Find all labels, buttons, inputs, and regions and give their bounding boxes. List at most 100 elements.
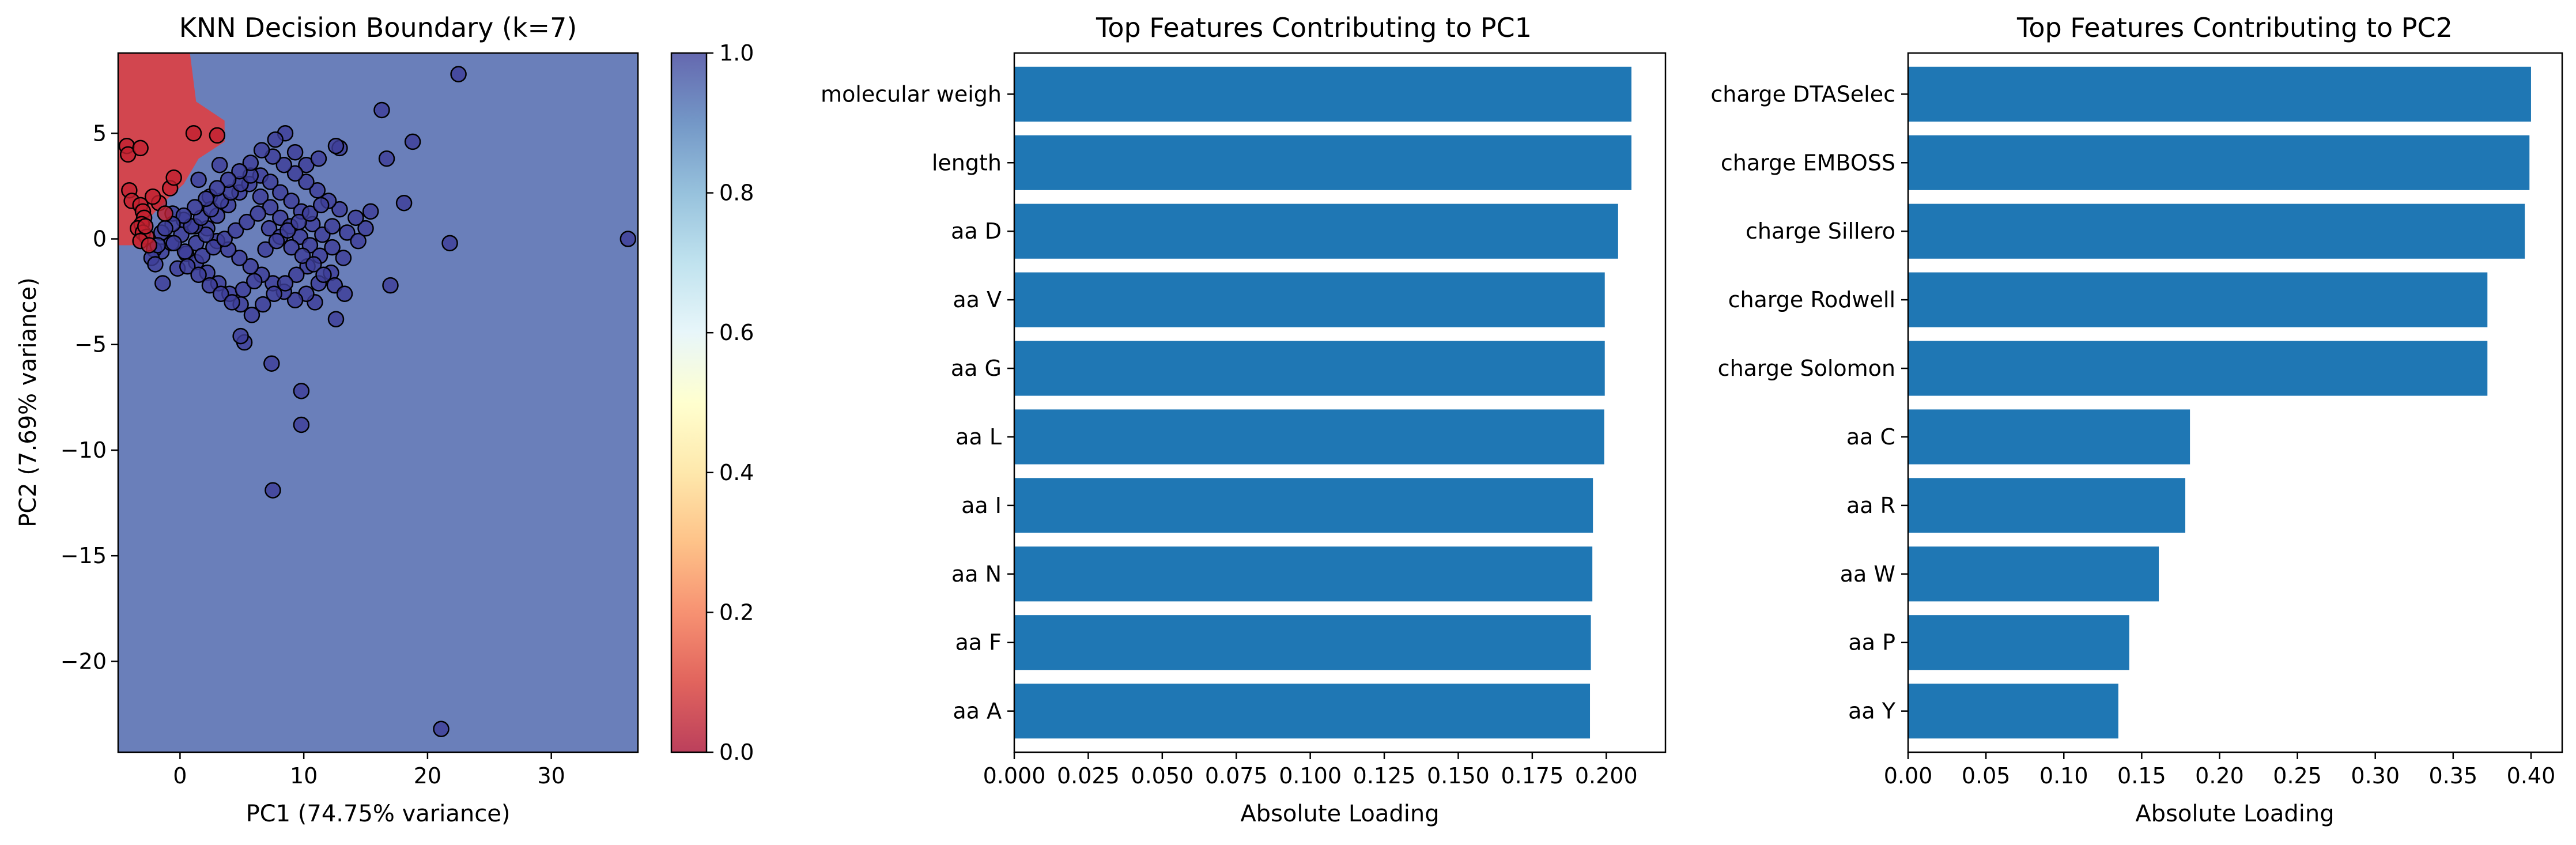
scatter-point-class-1 xyxy=(277,275,294,292)
scatter-point-class-1 xyxy=(179,258,196,275)
category-label: charge Solomon xyxy=(1718,356,1895,381)
category-label: charge Sillero xyxy=(1746,218,1895,244)
x-tick-label: 0.000 xyxy=(983,763,1046,789)
scatter-point-class-1 xyxy=(350,232,367,250)
scatter-point-class-1 xyxy=(357,220,374,237)
scatter-point-class-1 xyxy=(433,720,450,737)
scatter-point-class-1 xyxy=(283,239,300,256)
scatter-point-class-1 xyxy=(450,66,467,82)
colorbar-frame xyxy=(670,52,708,753)
knn-y-ticks: −20 −15 −10 −5 0 5 xyxy=(61,120,118,674)
scatter-point-class-1 xyxy=(336,285,353,303)
scatter-point-class-1 xyxy=(266,285,282,303)
pc1-plot-frame xyxy=(1013,52,1667,753)
y-tick-label: 5 xyxy=(93,120,107,146)
colorbar-tick-label: 0.4 xyxy=(719,460,754,485)
scatter-point-class-1 xyxy=(288,266,305,284)
scatter-point-class-1 xyxy=(231,163,248,180)
scatter-point-class-1 xyxy=(327,137,345,154)
scatter-point-class-1 xyxy=(175,207,192,224)
y-tick-label: −5 xyxy=(74,332,107,357)
category-label: aa P xyxy=(1848,630,1895,655)
scatter-point-class-1 xyxy=(294,247,311,265)
knn-chart-title: KNN Decision Boundary (k=7) xyxy=(179,12,577,43)
scatter-point-class-1 xyxy=(154,275,171,292)
scatter-point-class-1 xyxy=(283,193,300,209)
scatter-point-class-1 xyxy=(286,144,304,161)
scatter-point-class-1 xyxy=(275,156,293,173)
scatter-point-class-1 xyxy=(404,133,421,150)
scatter-point-class-1 xyxy=(235,281,252,298)
scatter-point-class-1 xyxy=(165,235,182,252)
pc2-chart-title: Top Features Contributing to PC2 xyxy=(2016,12,2453,43)
scatter-point-class-1 xyxy=(186,199,203,216)
scatter-point-class-1 xyxy=(205,239,222,256)
x-tick-label: 10 xyxy=(290,763,318,789)
x-tick-label: 0.100 xyxy=(1279,763,1342,789)
x-tick-label: 0.050 xyxy=(1131,763,1193,789)
scatter-point-class-1 xyxy=(157,220,173,237)
category-label: aa N xyxy=(951,561,1002,587)
x-tick-label: 0.20 xyxy=(2195,763,2244,789)
pc1-bars xyxy=(1014,66,1631,739)
category-label: aa W xyxy=(1840,561,1895,587)
pc2-bars xyxy=(1908,66,2531,739)
knn-x-axis-label: PC1 (74.75% variance) xyxy=(246,801,511,827)
category-label: aa I xyxy=(961,493,1002,518)
scatter-point-class-1 xyxy=(232,327,249,345)
scatter-point-class-1 xyxy=(211,156,228,173)
scatter-point-class-1 xyxy=(147,256,164,273)
category-label: length xyxy=(932,150,1002,175)
knn-x-ticks: 0 10 20 30 xyxy=(173,752,565,789)
scatter-point-class-1 xyxy=(253,142,270,159)
x-tick-label: 0.40 xyxy=(2507,763,2556,789)
scatter-point-class-1 xyxy=(272,184,289,201)
colorbar-tick-label: 1.0 xyxy=(719,40,754,66)
scatter-point-class-1 xyxy=(252,188,269,205)
pc2-x-axis-label: Absolute Loading xyxy=(2135,801,2334,827)
bar-aa-w xyxy=(1908,546,2159,602)
category-label: aa C xyxy=(1846,424,1895,450)
bar-aa-y xyxy=(1908,684,2118,739)
category-label: aa R xyxy=(1846,493,1895,518)
scatter-point-class-1 xyxy=(382,277,399,294)
y-tick-label: −15 xyxy=(61,543,107,568)
scatter-point-class-1 xyxy=(198,226,214,243)
category-label: aa D xyxy=(951,218,1002,244)
colorbar-gradient xyxy=(671,53,707,752)
x-tick-label: 0.075 xyxy=(1205,763,1268,789)
category-label: charge Rodwell xyxy=(1728,287,1895,312)
colorbar-tick-label: 0.8 xyxy=(719,180,754,206)
scatter-point-class-1 xyxy=(242,154,259,171)
bar-molecular-weigh xyxy=(1014,66,1631,122)
scatter-point-class-1 xyxy=(279,222,296,239)
bar-aa-p xyxy=(1908,615,2129,670)
x-tick-label: 0.30 xyxy=(2351,763,2400,789)
scatter-point-class-1 xyxy=(255,296,271,313)
scatter-point-class-1 xyxy=(262,173,279,190)
scatter-point-class-1 xyxy=(243,307,260,323)
scatter-point-class-1 xyxy=(268,232,285,250)
scatter-point-class-1 xyxy=(620,231,637,247)
x-tick-label: 0.15 xyxy=(2117,763,2166,789)
scatter-point-class-0 xyxy=(144,188,161,205)
bar-aa-i xyxy=(1014,478,1593,533)
pc1-chart-title: Top Features Contributing to PC1 xyxy=(1096,12,1532,43)
scatter-point-class-1 xyxy=(331,201,348,218)
x-tick-label: 0.150 xyxy=(1427,763,1490,789)
scatter-point-class-0 xyxy=(137,218,154,235)
bar-aa-g xyxy=(1014,341,1605,396)
scatter-points xyxy=(118,66,637,737)
scatter-point-class-1 xyxy=(224,294,240,311)
category-label: aa Y xyxy=(1848,699,1896,724)
category-label: aa F xyxy=(955,630,1002,655)
scatter-point-class-1 xyxy=(305,256,322,273)
bar-aa-r xyxy=(1908,478,2186,533)
scatter-point-class-1 xyxy=(194,247,211,265)
scatter-point-class-1 xyxy=(378,150,395,167)
x-tick-label: 20 xyxy=(414,763,441,789)
scatter-point-class-1 xyxy=(348,209,364,227)
scatter-point-class-1 xyxy=(220,171,237,188)
y-tick-label: −20 xyxy=(61,648,107,674)
bar-aa-n xyxy=(1014,546,1593,602)
